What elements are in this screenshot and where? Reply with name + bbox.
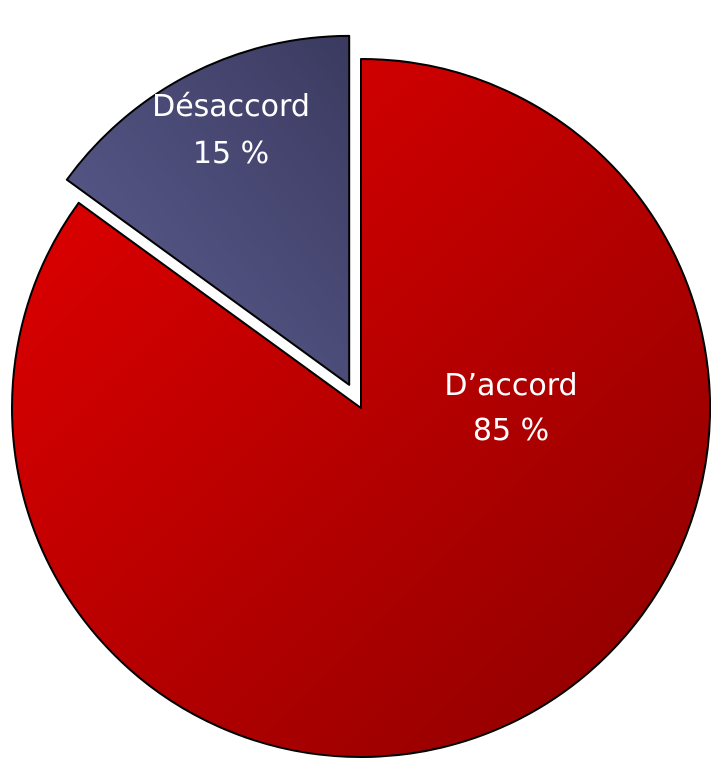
slice-label-accord: D’accord (444, 368, 577, 403)
slice-value-desaccord: 15 % (193, 136, 269, 171)
slice-label-desaccord: Désaccord (152, 89, 310, 124)
pie-slice-desaccord (65, 34, 351, 386)
slice-value-accord: 85 % (473, 413, 549, 448)
pie-slice-accord (11, 58, 711, 758)
